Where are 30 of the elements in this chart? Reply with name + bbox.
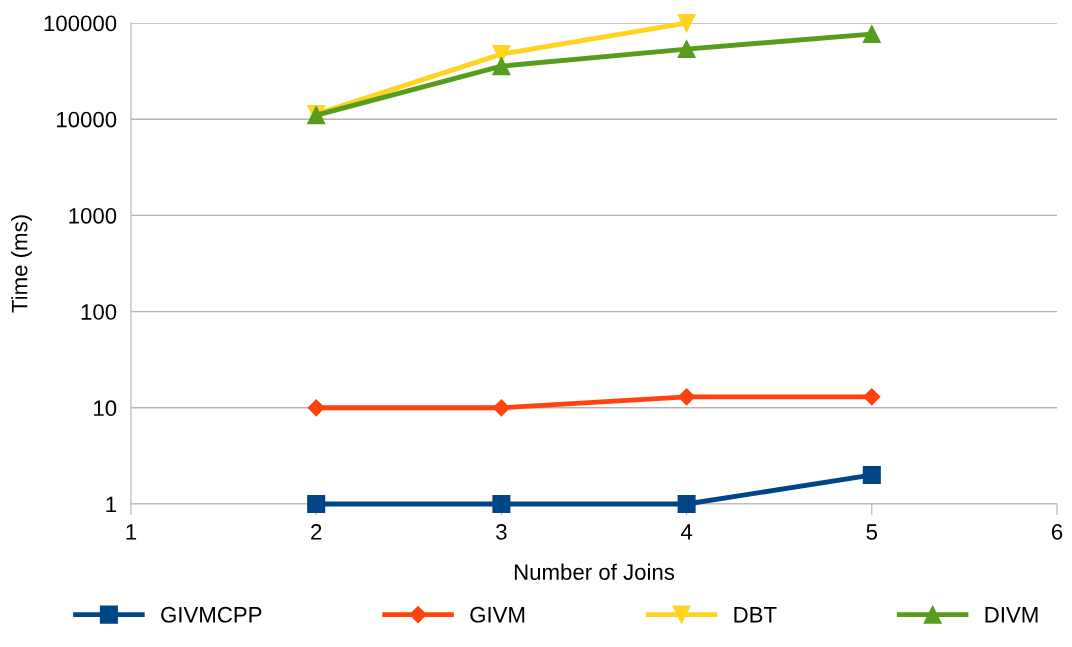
y-tick-label: 1 [106, 496, 117, 513]
point [677, 13, 696, 33]
point [307, 399, 325, 417]
x-tick-label: 2 [311, 524, 322, 540]
point [677, 40, 696, 59]
y-tick-label: 10 [94, 400, 117, 417]
point [307, 494, 326, 514]
y-tick-label: 100000 [44, 15, 117, 32]
point [492, 399, 510, 417]
x-tick-label: 5 [866, 524, 878, 540]
y-axis-title: Time (ms) [11, 215, 32, 313]
y-tick-label: 1000 [69, 207, 117, 224]
point [862, 466, 881, 485]
x-tick-label: 1 [126, 524, 137, 540]
x-tick-label: 6 [1051, 524, 1063, 540]
point [862, 24, 881, 44]
y-tick-label: 100 [81, 304, 117, 320]
point [677, 494, 696, 514]
legend-label: GIVM [470, 606, 525, 623]
x-tick-label: 4 [680, 524, 693, 540]
y-tick-label: 10000 [57, 111, 117, 128]
point [678, 388, 696, 406]
legend-label: DIVM [985, 607, 1038, 623]
legend-label: DBT [734, 607, 777, 623]
x-axis-title: Number of Joins [514, 563, 675, 580]
point [863, 388, 881, 406]
x-tick-label: 3 [496, 524, 507, 540]
legend-label: GIVMCPP [161, 606, 262, 623]
point [492, 494, 511, 514]
point [492, 57, 511, 76]
